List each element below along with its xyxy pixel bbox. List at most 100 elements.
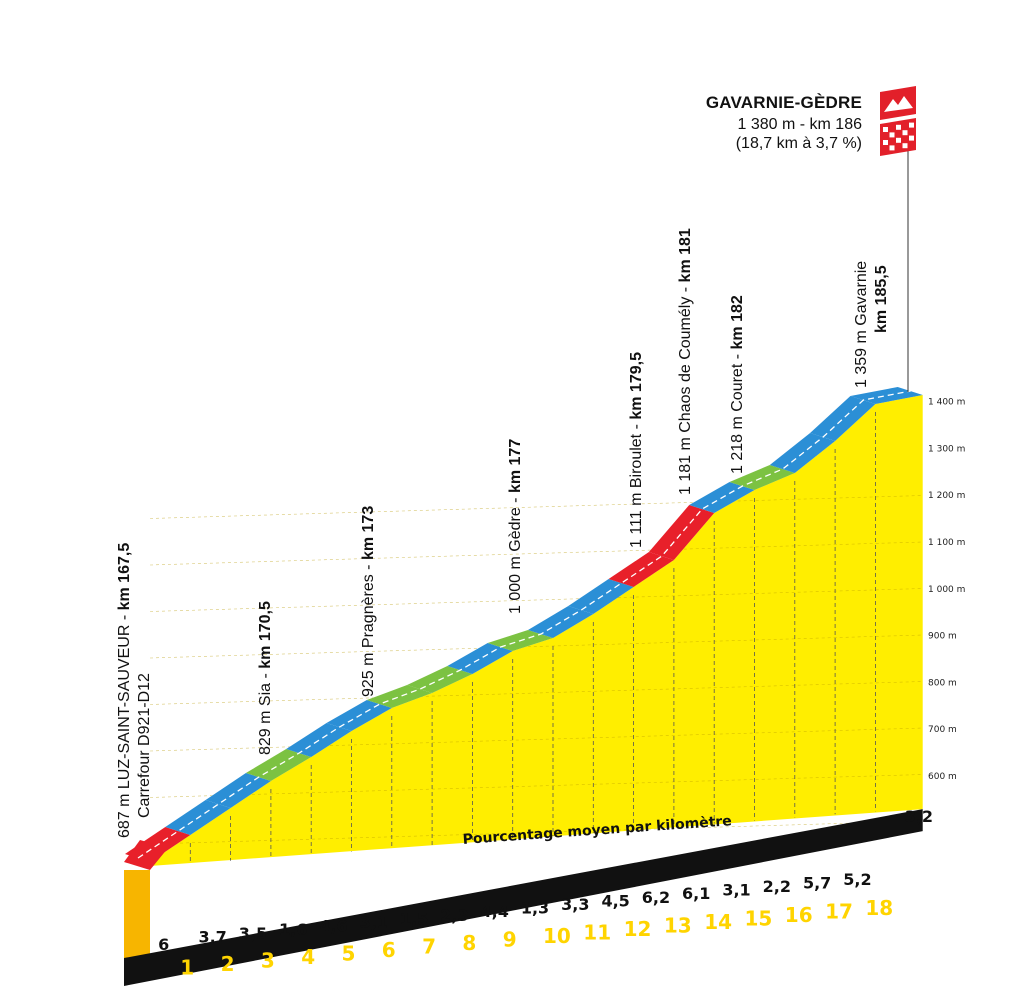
flag-square <box>883 127 888 132</box>
y-axis-ticks: 600 m 700 m 800 m 900 m 1 000 m 1 100 m 1 200 … <box>928 398 965 782</box>
segment-top-band <box>850 387 923 404</box>
km-marker: 1 <box>180 956 194 980</box>
gradient-label: 4,4 <box>481 902 509 921</box>
y-tick-label: 800 m <box>928 678 957 688</box>
flag-square <box>909 135 914 141</box>
gradient-label: 1,3 <box>521 899 549 918</box>
profile-fill <box>150 395 923 866</box>
waypoint-km: km 185,5 <box>873 265 890 333</box>
gradient-label: 4,5 <box>601 891 629 910</box>
waypoint-name: 687 m LUZ-SAINT-SAUVEUR - <box>116 610 133 838</box>
gradient-label: 5,2 <box>843 870 871 889</box>
y-tick-label: 1 100 m <box>928 538 965 548</box>
km-marker: 13 <box>664 914 692 938</box>
finish-title: GAVARNIE-GÈDRE <box>705 93 862 112</box>
segment-top-band <box>124 840 168 870</box>
segment-top-band <box>447 643 513 674</box>
km-marker: 7 <box>422 935 436 959</box>
waypoint-km: km 173 <box>360 506 377 560</box>
y-tick-label: 1 300 m <box>928 444 965 454</box>
start-wall <box>124 870 150 958</box>
gradient-label: 3,1 <box>360 913 388 932</box>
flag-square <box>909 122 914 128</box>
flag-square <box>896 124 901 130</box>
waypoint-label: 1 000 m Gèdre - km 177 <box>507 439 524 614</box>
gradient-label: 6 <box>158 935 169 954</box>
flag-square <box>883 140 888 145</box>
waypoint-km: km 182 <box>729 295 746 349</box>
km-marker: 9 <box>503 928 517 952</box>
waypoint-name: 925 m Pragnères - <box>360 560 377 697</box>
km-marker: 12 <box>624 917 652 941</box>
gradient-label: 3,1 <box>722 881 750 900</box>
flag-square <box>896 137 901 143</box>
waypoint-label: 829 m Sia - km 170,5 <box>257 601 274 755</box>
gradient-labels: 6 3,7 3,5 1,6 4,6 3,1 1,5 2,3 4,4 1,3 3,3 4,5 6,2 6,1… <box>158 807 933 954</box>
gradient-label: 6,1 <box>682 884 710 903</box>
road-center-line <box>137 390 911 859</box>
gradient-label: 4,6 <box>319 917 347 936</box>
flag-square <box>889 132 895 138</box>
gridline <box>149 541 923 566</box>
flag-square <box>889 145 895 151</box>
gradient-label: 3,3 <box>561 895 589 914</box>
flag-square <box>902 143 908 149</box>
gradient-label: 3,5 <box>239 924 267 943</box>
gradient-label: 1,5 <box>400 909 428 928</box>
km-markers: 1 2 3 4 5 6 7 8 9 10 11 12 13 14 15 16 17 18 <box>180 896 893 980</box>
km-marker: 5 <box>342 942 356 966</box>
gradient-label: 5,7 <box>803 873 831 892</box>
gradient-label: 2,2 <box>763 877 791 896</box>
waypoint-name: 1 359 m Gavarnie <box>853 261 870 388</box>
km-marker: 11 <box>583 921 611 945</box>
waypoint-km: km 181 <box>677 228 694 282</box>
gridline <box>149 495 923 519</box>
profile-top-band <box>124 387 923 870</box>
y-tick-label: 600 m <box>928 772 957 782</box>
km-marker: 8 <box>462 931 476 955</box>
km-marker: 3 <box>261 949 275 973</box>
waypoint-labels: 687 m LUZ-SAINT-SAUVEUR - km 167,5Carref… <box>116 228 890 838</box>
gridline <box>149 681 923 705</box>
km-marker: 4 <box>301 945 315 969</box>
y-tick-label: 1 400 m <box>928 398 965 408</box>
waypoint-km: km 167,5 <box>116 543 133 611</box>
segment-top-band <box>245 749 312 781</box>
gradient-label: 3,7 <box>198 927 226 946</box>
profile-body <box>124 395 923 958</box>
flag-square <box>902 130 908 136</box>
y-tick-label: 1 200 m <box>928 491 965 501</box>
waypoint-km: km 170,5 <box>257 601 274 669</box>
gridline <box>149 634 923 659</box>
km-marker: 15 <box>745 907 773 931</box>
y-tick-label: 1 000 m <box>928 585 965 595</box>
km-marker: 17 <box>825 900 853 924</box>
waypoint-label: 1 359 m Gavarnie km 185,5 <box>853 261 890 388</box>
y-tick-label: 900 m <box>928 632 957 642</box>
gridline <box>149 727 923 752</box>
km-marker: 6 <box>382 938 396 962</box>
checkered-flag-icon <box>880 118 916 156</box>
segment-top-band <box>648 505 715 560</box>
km-marker: 10 <box>543 924 571 948</box>
waypoint-label: 687 m LUZ-SAINT-SAUVEUR - km 167,5 <box>116 543 133 838</box>
gridlines <box>149 412 923 864</box>
gradient-label: 2,3 <box>440 906 468 925</box>
km-marker: 14 <box>704 910 732 934</box>
y-tick-label: 700 m <box>928 725 957 735</box>
waypoint-name: 1 111 m Biroulet - <box>628 420 645 548</box>
profile-base-band <box>124 809 923 986</box>
waypoint-km: km 177 <box>507 439 524 493</box>
waypoint-label: 1 111 m Biroulet - km 179,5 <box>628 352 645 548</box>
km-marker: 16 <box>785 903 813 927</box>
waypoint-name: 1 000 m Gèdre - <box>507 493 524 614</box>
waypoint-name: 829 m Sia - <box>257 669 274 755</box>
waypoint-km: km 179,5 <box>628 352 645 420</box>
waypoint-label: 925 m Pragnères - km 173 <box>360 506 377 697</box>
gradient-label: 6,2 <box>642 888 670 907</box>
km-marker: 18 <box>865 896 893 920</box>
segment-top-band <box>810 396 876 441</box>
finish-climb-summary: (18,7 km à 3,7 %) <box>735 135 862 152</box>
waypoint-label: 1 181 m Chaos de Coumély - km 181 <box>677 228 694 495</box>
